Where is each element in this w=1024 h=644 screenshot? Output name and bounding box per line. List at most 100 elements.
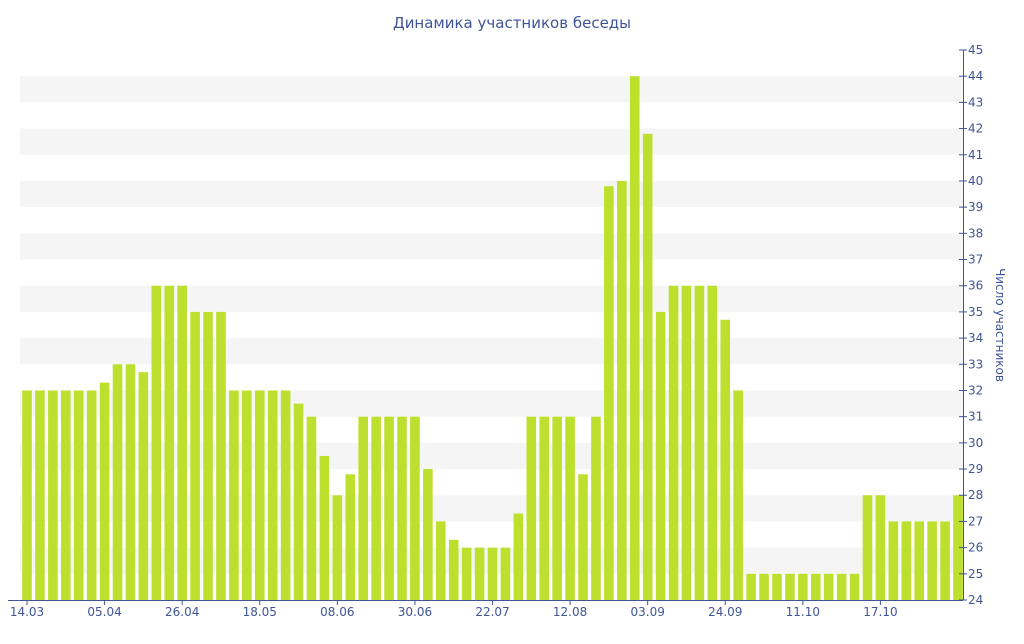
y-tick-label: 42 <box>968 122 983 136</box>
bar <box>823 573 834 600</box>
bar <box>862 495 873 600</box>
grid-band <box>20 390 963 417</box>
bar <box>810 573 821 600</box>
grid-band <box>20 233 963 260</box>
y-tick-label: 33 <box>968 357 983 371</box>
bar <box>539 416 550 600</box>
bar <box>164 285 175 600</box>
y-tick-label: 39 <box>968 200 983 214</box>
bar <box>772 573 782 600</box>
y-tick-label: 36 <box>968 279 983 293</box>
chart-title: Динамика участников беседы <box>393 14 631 32</box>
bar <box>513 513 524 600</box>
bar <box>578 474 588 600</box>
bar <box>242 390 252 600</box>
y-tick-label: 38 <box>968 226 983 240</box>
bar <box>112 364 123 600</box>
y-axis: 24 25 26 27 28 29 30 31 32 33 34 35 36 37 38 39 40 41 42 43… <box>959 43 983 607</box>
grid-band <box>20 338 963 365</box>
bar <box>73 390 84 600</box>
bar <box>435 521 446 600</box>
bar <box>293 403 304 600</box>
bar <box>319 455 330 600</box>
bar <box>487 547 498 600</box>
bar <box>914 521 925 600</box>
grid-band <box>20 180 963 208</box>
y-tick-label: 26 <box>968 541 983 555</box>
bar <box>203 311 213 600</box>
grid-band <box>20 442 963 470</box>
bars-group <box>22 76 963 600</box>
bar <box>151 285 162 600</box>
bar <box>267 390 278 600</box>
bar <box>642 133 653 600</box>
y-tick-label: 31 <box>968 410 983 424</box>
y-tick-label: 37 <box>968 253 983 267</box>
bar <box>746 573 756 600</box>
bar <box>306 416 317 600</box>
bar <box>423 469 433 600</box>
bar <box>229 390 239 600</box>
x-tick-label: 14.03 <box>10 605 44 619</box>
bar <box>888 521 899 600</box>
bar <box>280 390 291 600</box>
grid-band <box>20 128 963 155</box>
y-axis-label: Число участников <box>993 268 1007 382</box>
x-tick-label: 18.05 <box>243 605 277 619</box>
bar <box>565 416 575 600</box>
y-tick-label: 27 <box>968 514 983 528</box>
y-tick-label: 28 <box>968 488 983 502</box>
x-tick-label: 22.07 <box>475 605 509 619</box>
bar <box>190 311 200 600</box>
bar <box>461 547 472 600</box>
bar <box>617 180 627 600</box>
bar <box>60 390 71 600</box>
x-tick-label: 30.06 <box>398 605 432 619</box>
y-tick-label: 40 <box>968 174 983 188</box>
bar <box>733 390 743 600</box>
bar <box>655 311 666 600</box>
bar <box>22 390 32 600</box>
bar <box>720 319 731 600</box>
bar <box>901 521 912 600</box>
bar <box>927 521 937 600</box>
bar <box>940 521 950 600</box>
x-tick-label: 03.09 <box>630 605 664 619</box>
bar <box>397 416 407 600</box>
bar <box>500 547 511 600</box>
y-tick-label: 25 <box>968 567 983 581</box>
bar <box>371 416 381 600</box>
bar <box>474 547 485 600</box>
y-tick-label: 45 <box>968 43 983 57</box>
y-tick-label: 32 <box>968 383 983 397</box>
bar <box>785 573 795 600</box>
bar <box>953 495 963 600</box>
bar <box>86 390 97 600</box>
bar <box>604 186 614 600</box>
bar <box>836 573 847 600</box>
bar <box>125 364 136 600</box>
grid-band <box>20 285 963 312</box>
bar <box>591 416 601 600</box>
x-tick-label: 05.04 <box>87 605 121 619</box>
bar <box>254 390 265 600</box>
bar <box>384 416 394 600</box>
x-tick-label: 08.06 <box>320 605 354 619</box>
x-tick-label: 26.04 <box>165 605 199 619</box>
bar <box>694 285 705 600</box>
bar <box>216 311 226 600</box>
bar <box>681 285 692 600</box>
bar <box>99 382 110 600</box>
bar <box>332 495 343 600</box>
bar <box>875 495 886 600</box>
y-tick-label: 30 <box>968 436 983 450</box>
bar <box>448 539 459 600</box>
bar <box>358 416 368 600</box>
bar <box>526 416 537 600</box>
y-tick-label: 44 <box>968 69 983 83</box>
bar <box>759 573 769 600</box>
bar <box>798 573 808 600</box>
y-tick-label: 43 <box>968 95 983 109</box>
